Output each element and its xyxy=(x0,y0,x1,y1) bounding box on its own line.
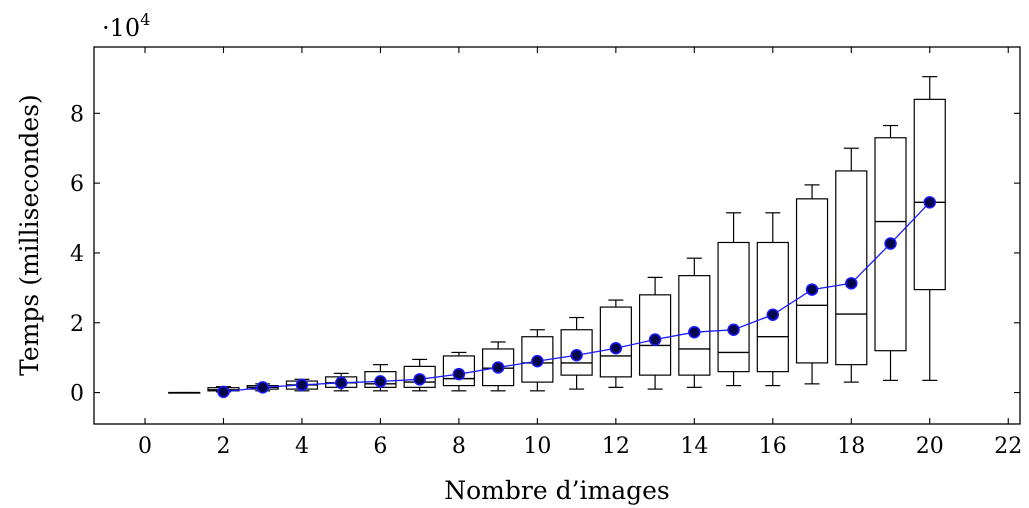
box-iqr xyxy=(678,275,711,376)
box-iqr xyxy=(482,348,515,387)
box-iqr xyxy=(717,241,750,373)
box-series xyxy=(168,76,946,394)
box-13 xyxy=(638,276,672,390)
x-tick-label: 6 xyxy=(373,434,387,459)
box-iqr xyxy=(913,98,946,291)
x-tick-label: 0 xyxy=(138,434,152,459)
x-axis-label: Nombre d’images xyxy=(444,476,670,505)
mean-series xyxy=(217,196,937,399)
box-14 xyxy=(678,257,711,388)
y-tick-label: 6 xyxy=(70,172,84,197)
y-axis: 0 2 4 6 8 xyxy=(70,102,1020,407)
mean-point xyxy=(217,385,230,399)
y-tick-label: 2 xyxy=(70,312,84,337)
box-15 xyxy=(717,212,750,387)
box-12 xyxy=(599,299,632,388)
x-tick-label: 12 xyxy=(602,434,630,459)
box-16 xyxy=(756,212,789,387)
box-17 xyxy=(795,184,829,385)
plot-frame xyxy=(93,46,1021,425)
mean-point xyxy=(648,333,662,346)
y-multiplier-base: ·10 xyxy=(102,14,140,42)
x-tick-label: 8 xyxy=(452,434,466,459)
x-tick-label: 18 xyxy=(837,434,865,459)
x-tick-label: 2 xyxy=(216,434,230,459)
box-iqr xyxy=(756,241,789,373)
plot-area: 0 2 4 6 8 10 12 14 16 18 20 22 0 2 4 6 8 xyxy=(70,46,1022,459)
mean-point xyxy=(491,361,505,374)
mean-point xyxy=(884,237,897,250)
mean-point xyxy=(805,283,819,296)
box-20 xyxy=(913,76,946,381)
mean-point xyxy=(452,367,466,381)
box-1 xyxy=(168,391,201,394)
y-multiplier-exponent: 4 xyxy=(140,10,150,29)
mean-point xyxy=(609,342,623,355)
mean-point xyxy=(374,375,387,388)
y-axis-label: Temps (millisecondes) xyxy=(15,94,44,376)
mean-point xyxy=(766,308,780,321)
x-tick-label: 10 xyxy=(523,434,551,459)
x-tick-label: 16 xyxy=(759,434,787,459)
box-19 xyxy=(874,124,907,381)
x-tick-label: 14 xyxy=(680,434,708,459)
mean-point xyxy=(923,196,937,209)
mean-point xyxy=(256,381,269,394)
box-iqr xyxy=(795,198,829,364)
mean-point xyxy=(334,376,348,390)
y-tick-label: 8 xyxy=(70,102,84,127)
box-18 xyxy=(835,147,868,383)
box-iqr xyxy=(835,170,868,366)
mean-point xyxy=(413,373,426,386)
mean-point xyxy=(531,354,544,368)
x-tick-label: 22 xyxy=(994,434,1022,459)
mean-point xyxy=(570,348,583,362)
x-tick-label: 4 xyxy=(295,434,309,459)
y-tick-label: 0 xyxy=(70,382,84,407)
y-tick-label: 4 xyxy=(70,242,84,267)
y-axis-multiplier: ·104 xyxy=(102,10,150,42)
mean-point xyxy=(688,325,701,339)
x-axis: 0 2 4 6 8 10 12 14 16 18 20 22 xyxy=(138,47,1022,459)
x-tick-label: 20 xyxy=(916,434,944,459)
mean-point xyxy=(845,277,858,290)
box-iqr xyxy=(599,306,632,378)
mean-point xyxy=(295,378,309,392)
mean-point xyxy=(727,323,740,336)
